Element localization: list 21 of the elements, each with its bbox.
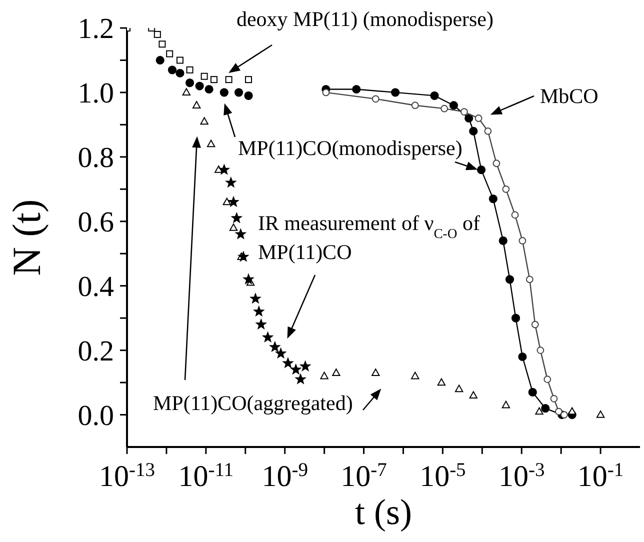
annotation: MP(11)CO(monodisperse): [238, 136, 462, 160]
y-tick-label: 0.4: [78, 270, 114, 303]
x-tick-label: 10$^{-7}$: [340, 460, 388, 493]
x-tick-label: 10$^{-3}$: [498, 460, 545, 493]
x-axis-title: t (s): [355, 492, 412, 532]
y-axis-title: N (t): [4, 199, 50, 276]
y-tick-label: 0.0: [78, 400, 114, 432]
x-tick-label: 10$^{-5}$: [420, 460, 466, 493]
annotation: deoxy MP(11) (monodisperse): [236, 7, 494, 31]
x-tick-label: 10$^{-11}$: [178, 460, 234, 493]
text: IR measurement of ν$_{C-O}$ of MP(11)CO: [258, 211, 480, 264]
y-tick-label: 1.0: [78, 77, 114, 110]
y-tick-label: 0.8: [78, 142, 114, 174]
y-tick-label: 0.6: [78, 206, 114, 238]
y-tick-label: 0.2: [78, 335, 114, 368]
x-tick-label: 10$^{-9}$: [262, 460, 308, 493]
y-tick-label: 1.2: [78, 13, 114, 45]
annotation: MP(11)CO(aggregated): [153, 391, 353, 415]
x-tick-label: 10$^{-13}$: [99, 460, 155, 493]
annotation: MbCO: [540, 84, 598, 108]
x-tick-label: 10$^{-1}$: [577, 460, 624, 493]
